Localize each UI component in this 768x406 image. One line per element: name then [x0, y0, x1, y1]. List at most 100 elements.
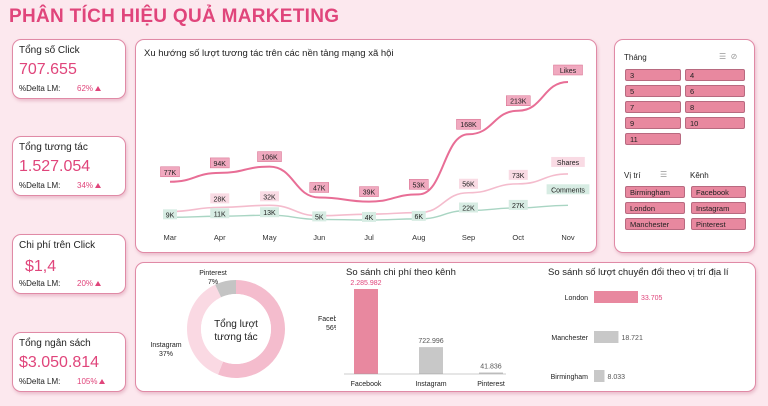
arrow-up-icon — [95, 183, 102, 188]
slicer-item[interactable]: Manchester — [625, 218, 685, 230]
kpi-value: $1,4 — [25, 258, 57, 275]
kpi-value: 707.655 — [19, 61, 77, 78]
arrow-up-icon — [95, 281, 102, 286]
conversion-bar — [594, 331, 619, 343]
conversion-bar — [594, 291, 638, 303]
series-label-box — [546, 184, 590, 195]
slice-name-label: Facebook — [318, 316, 336, 323]
series-line-likes — [169, 81, 569, 203]
data-label-box — [456, 118, 481, 130]
slicer-item[interactable]: 9 — [625, 117, 681, 129]
x-tick-label: Apr — [214, 233, 226, 242]
data-label-box — [160, 166, 180, 178]
bar-value-label: 33.705 — [641, 295, 663, 302]
line-chart: Mar Apr May Jun Jul Aug Sep Oct Nov 9K 11K 13K 5K 4K 6… — [160, 64, 590, 242]
slicer-item[interactable]: 8 — [685, 101, 745, 113]
page-title: PHÂN TÍCH HIỆU QUẢ MARKETING — [9, 6, 340, 27]
slice-value-label: 37% — [159, 351, 173, 358]
slicer-card: Tháng ☰ ⊘ 3 4 5 6 7 8 9 10 11 Vị trí ☰ K… — [614, 39, 755, 253]
data-label: 22K — [462, 206, 475, 213]
kpi-card-engagement: Tổng tương tác 1.527.054 %Delta LM: 34% — [12, 136, 126, 196]
bar-value-label: 8.033 — [607, 374, 625, 381]
data-label: 56K — [462, 182, 475, 189]
data-label-box — [257, 151, 282, 162]
bottom-charts-card: Tổng lượt tương tác Facebook 56% Instagram 37… — [135, 262, 756, 392]
slicer-item[interactable]: 10 — [685, 117, 745, 129]
kpi-delta-label: %Delta LM: — [19, 181, 61, 190]
slicer-item[interactable]: London — [625, 202, 685, 214]
slicer-item[interactable]: 5 — [625, 85, 681, 97]
x-tick-label: Instagram — [415, 381, 446, 388]
data-label: 11K — [214, 211, 226, 218]
data-label: 94K — [214, 161, 227, 168]
data-label-box — [508, 199, 528, 210]
slicer-item[interactable]: 11 — [625, 133, 681, 145]
cost-bar-chart: 2.285.982 Facebook 722.996 Instagram 41.836 P… — [344, 280, 506, 388]
data-label-box — [260, 191, 279, 202]
kpi-value: $3.050.814 — [19, 354, 100, 371]
data-label: 5K — [315, 214, 324, 221]
donut-hole — [201, 294, 271, 364]
kpi-delta-label: %Delta LM: — [19, 377, 61, 386]
slice-name-label: Instagram — [150, 342, 181, 349]
y-tick-label: Birmingham — [551, 374, 589, 381]
data-label: 77K — [164, 170, 177, 177]
data-label: 53K — [413, 182, 426, 189]
donut-center-label: Tổng lượt — [214, 318, 258, 330]
slicer-item[interactable]: Birmingham — [625, 186, 685, 198]
series-label: Likes — [560, 68, 577, 75]
slicer-item[interactable]: 4 — [685, 69, 745, 81]
x-tick-label: Pinterest — [477, 381, 505, 388]
conversion-bar-chart: 33.705 London 18.721 Manchester 8.033 Birming… — [551, 291, 663, 382]
kpi-delta: 62% — [77, 84, 102, 93]
donut-center-label: tương tác — [214, 332, 257, 343]
data-label: 73K — [512, 173, 525, 180]
bar-value-label: 2.285.982 — [350, 280, 381, 287]
data-label-box — [459, 178, 478, 189]
slice-value-label: 56% — [326, 325, 336, 332]
conversion-bar — [594, 370, 605, 382]
slicer-item[interactable]: Facebook — [691, 186, 746, 198]
data-label-box — [163, 209, 177, 220]
x-tick-label: Facebook — [351, 381, 382, 388]
cost-chart-title: So sánh chi phí theo kênh — [346, 267, 456, 278]
kpi-label: Tổng ngân sách — [19, 338, 91, 349]
cost-bar — [479, 372, 503, 374]
y-tick-label: London — [565, 295, 588, 302]
donut-slice-pinterest — [215, 280, 237, 298]
slicer-item[interactable]: Pinterest — [691, 218, 746, 230]
data-label-box — [411, 210, 426, 221]
multi-select-icon[interactable]: ☰ — [660, 170, 668, 179]
slicer-item[interactable]: 6 — [685, 85, 745, 97]
x-tick-label: Mar — [164, 233, 177, 242]
bar-value-label: 18.721 — [621, 335, 643, 342]
multi-select-icon[interactable]: ☰ — [719, 52, 727, 61]
kpi-delta: 105% — [77, 377, 106, 386]
slicer-month-label: Tháng — [624, 53, 647, 62]
x-tick-label: Jul — [364, 233, 374, 242]
slicer-item[interactable]: 3 — [625, 69, 681, 81]
data-label-box — [309, 182, 329, 193]
series-label: Shares — [557, 160, 580, 167]
slicer-location-icons: ☰ — [660, 170, 667, 179]
kpi-card-clicks: Tổng số Click 707.655 %Delta LM: 62% — [12, 39, 126, 99]
data-label-box — [210, 193, 230, 204]
slicer-item[interactable]: Instagram — [691, 202, 746, 214]
kpi-label: Chi phí trên Click — [19, 240, 96, 251]
clear-filter-icon[interactable]: ⊘ — [730, 52, 738, 61]
kpi-delta-label: %Delta LM: — [19, 279, 61, 288]
slice-value-label: 7% — [208, 279, 218, 286]
kpi-label: Tổng số Click — [19, 45, 80, 56]
data-label-box — [506, 95, 531, 106]
cost-bar — [354, 289, 378, 374]
donut-chart: Tổng lượt tương tác Facebook 56% Instagram 37… — [150, 270, 336, 378]
series-label: Comments — [551, 187, 585, 194]
data-label: 6K — [414, 214, 423, 221]
line-chart-card: Xu hướng số lượt tương tác trên các nền … — [135, 39, 597, 253]
bar-value-label: 722.996 — [418, 338, 443, 345]
data-label: 4K — [365, 215, 374, 222]
x-tick-label: Nov — [561, 233, 575, 242]
slicer-item[interactable]: 7 — [625, 101, 681, 113]
arrow-up-icon — [99, 379, 106, 384]
data-label: 32K — [263, 194, 276, 201]
